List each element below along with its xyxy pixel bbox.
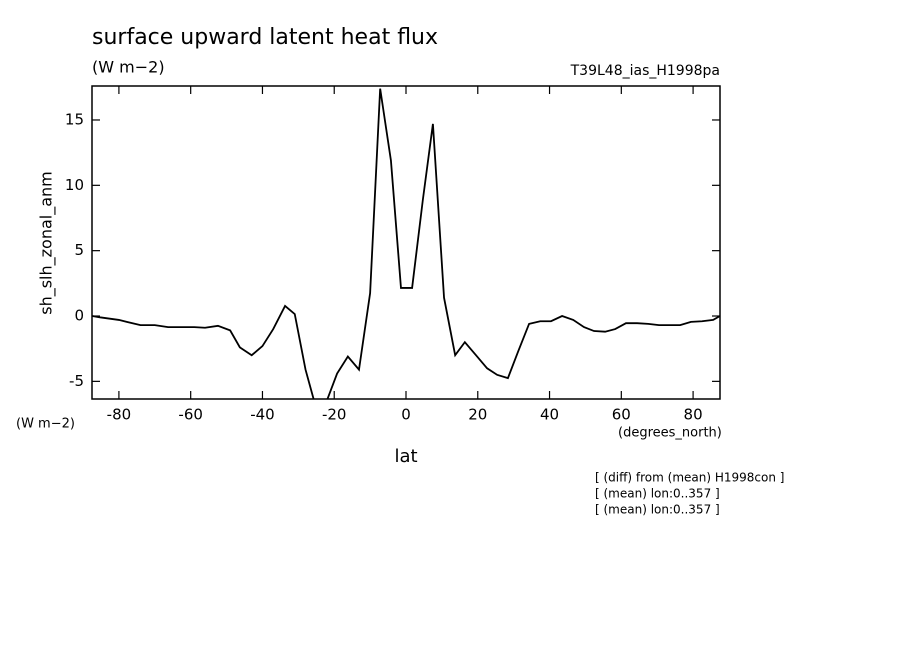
x-tick-label: -80 bbox=[107, 406, 132, 424]
x-tick-label: 80 bbox=[684, 406, 703, 424]
x-tick-label: -40 bbox=[250, 406, 275, 424]
x-axis-label: lat bbox=[394, 446, 417, 467]
x-tick-label: -20 bbox=[322, 406, 347, 424]
x-tick-label: 0 bbox=[401, 406, 411, 424]
y-axis-label: sh_slh_zonal_anm bbox=[37, 171, 57, 315]
run-label: T39L48_ias_H1998pa bbox=[570, 63, 720, 79]
y-tick-label: -5 bbox=[69, 372, 84, 390]
y-tick-label: 5 bbox=[74, 241, 84, 259]
chart-title: surface upward latent heat flux bbox=[92, 25, 438, 50]
note: [ (mean) lon:0..357 ] bbox=[595, 487, 720, 501]
x-tick-label: 60 bbox=[612, 406, 631, 424]
x-tick-label: 20 bbox=[468, 406, 487, 424]
y-tick-label: 10 bbox=[65, 176, 84, 194]
plot-frame bbox=[91, 85, 721, 400]
note: [ (mean) lon:0..357 ] bbox=[595, 503, 720, 517]
subtitle: (W m−2) bbox=[92, 58, 165, 77]
x-tick-label: -60 bbox=[178, 406, 203, 424]
y-units: (W m−2) bbox=[16, 417, 75, 432]
x-tick-label: 40 bbox=[540, 406, 559, 424]
x-units: (degrees_north) bbox=[618, 426, 722, 441]
y-tick-label: 15 bbox=[65, 110, 84, 128]
data-line bbox=[92, 88, 720, 399]
note: [ (diff) from (mean) H1998con ] bbox=[595, 471, 784, 485]
y-tick-label: 0 bbox=[74, 307, 84, 325]
